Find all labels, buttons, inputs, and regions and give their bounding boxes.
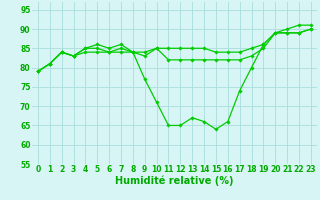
X-axis label: Humidité relative (%): Humidité relative (%) xyxy=(115,176,234,186)
